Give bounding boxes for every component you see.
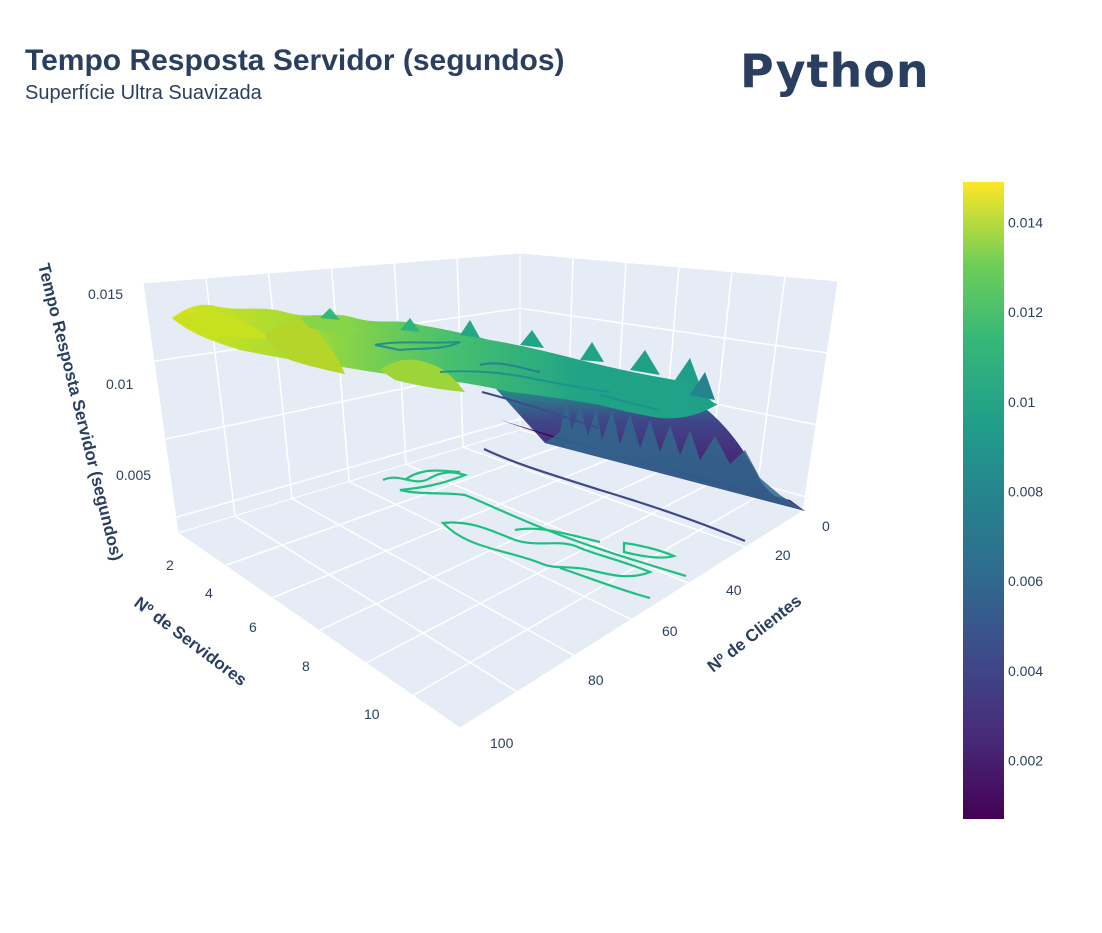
grid-line: [412, 496, 757, 697]
surface-contour-traces: [374, 341, 661, 429]
x-tick-label: 60: [662, 623, 678, 639]
contour-line: [514, 527, 601, 544]
colorbar-ticks: 0.014 0.012 0.01 0.008 0.006 0.004 0.002: [1008, 214, 1043, 768]
surface-peak: [675, 358, 700, 385]
x-tick-label: 0: [822, 518, 830, 534]
grid-line: [330, 267, 350, 482]
colorbar-tick-label: 0.01: [1008, 394, 1035, 410]
surface-contour: [479, 362, 541, 373]
x-tick-label: 100: [490, 735, 514, 751]
x-tick-label: 80: [588, 672, 604, 688]
x-axis-ticks: 0 20 40 60 80 100: [490, 518, 830, 751]
z-axis-title: Tempo Resposta Servidor (segundos): [34, 261, 126, 562]
surface-peak: [460, 320, 480, 338]
z-tick-label: 0.01: [106, 376, 133, 392]
contour-line: [382, 471, 687, 578]
surface-contour: [599, 394, 661, 411]
y-tick-label: 10: [364, 706, 380, 722]
colorbar-tick-label: 0.014: [1008, 214, 1043, 230]
chart-subtitle: Superfície Ultra Suavizada: [25, 82, 262, 104]
surface-peak: [690, 372, 715, 400]
colorbar-tick-label: 0.008: [1008, 484, 1043, 500]
x-tick-label: 20: [775, 547, 791, 563]
contour-line: [483, 448, 746, 543]
grid-line: [519, 307, 828, 354]
colorbar-tick-label: 0.006: [1008, 573, 1043, 589]
grid-line: [755, 276, 786, 498]
surface-peak: [580, 342, 604, 362]
colorbar: [963, 182, 1004, 819]
surface-contour: [481, 391, 599, 429]
y-axis-ticks: 2 4 6 8 10: [166, 557, 380, 722]
y-axis-title: Nº de Servidores: [131, 593, 251, 690]
chart-title: Tempo Resposta Servidor (segundos): [25, 44, 565, 77]
contour-line: [404, 469, 461, 481]
grid-line: [175, 418, 521, 519]
surface-ridge: [300, 315, 360, 333]
colorbar-tick-label: 0.002: [1008, 753, 1043, 769]
surface-peak: [320, 308, 340, 320]
contour-line: [622, 541, 678, 559]
z-tick-label: 0.005: [116, 467, 151, 483]
z-axis-ticks: 0.015 0.01 0.005: [88, 286, 151, 483]
surface-ridge: [265, 319, 345, 374]
floor-contours: [382, 448, 746, 600]
surface-peak: [520, 330, 544, 348]
surface-peak: [630, 350, 660, 375]
surface-ridge: [380, 359, 465, 392]
contour-line: [559, 566, 651, 600]
surface-contour: [374, 341, 461, 352]
surface-contour: [439, 370, 611, 393]
python-brand: Python: [740, 44, 930, 98]
y-tick-label: 6: [249, 619, 257, 635]
y-tick-label: 8: [302, 658, 310, 674]
surface-ridge: [172, 311, 270, 339]
surface-spike: [545, 398, 805, 511]
y-tick-label: 4: [205, 585, 213, 601]
x-tick-label: 40: [726, 582, 742, 598]
contour-line: [440, 521, 653, 578]
z-tick-label: 0.015: [88, 286, 123, 302]
surface-mesh: [172, 304, 805, 511]
x-axis-title: Nº de Clientes: [704, 591, 805, 676]
surface-peak: [400, 318, 420, 332]
colorbar-tick-label: 0.012: [1008, 304, 1043, 320]
colorbar-tick-label: 0.004: [1008, 663, 1043, 679]
y-tick-label: 2: [166, 557, 174, 573]
